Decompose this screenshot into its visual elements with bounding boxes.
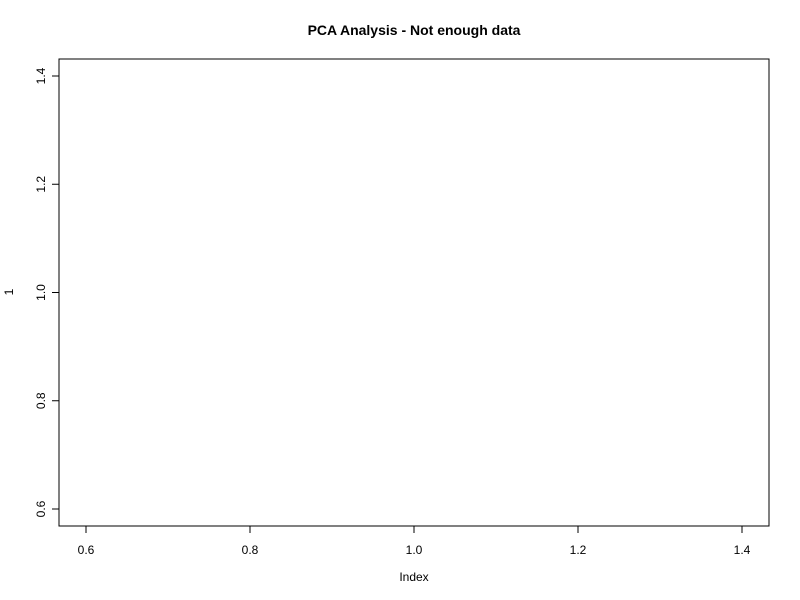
x-tick-label: 0.6 bbox=[78, 543, 95, 557]
x-tick-label: 0.8 bbox=[242, 543, 259, 557]
x-tick-label: 1.0 bbox=[406, 543, 423, 557]
chart-title: PCA Analysis - Not enough data bbox=[308, 22, 521, 38]
y-tick-label: 1.2 bbox=[34, 176, 48, 193]
y-tick-label: 0.8 bbox=[34, 392, 48, 409]
x-axis-label: Index bbox=[399, 570, 428, 584]
y-tick-label: 1.0 bbox=[34, 284, 48, 301]
y-tick-label: 0.6 bbox=[34, 500, 48, 517]
x-tick-label: 1.4 bbox=[734, 543, 751, 557]
x-axis: 0.6 0.8 1.0 1.2 1.4 bbox=[78, 525, 751, 557]
y-axis: 0.6 0.8 1.0 1.2 1.4 bbox=[34, 67, 60, 517]
y-axis-label: 1 bbox=[2, 288, 16, 295]
x-tick-label: 1.2 bbox=[570, 543, 587, 557]
plot-frame bbox=[58, 58, 770, 527]
y-tick-label: 1.4 bbox=[34, 67, 48, 84]
